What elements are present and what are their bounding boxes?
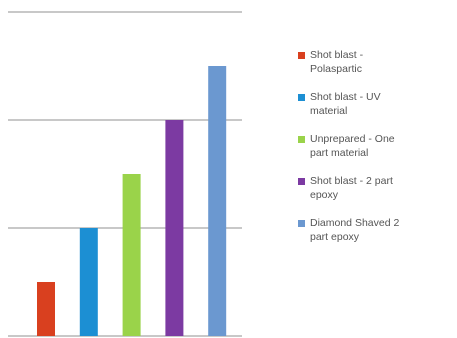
bar-chart [8,11,242,337]
bar-4 [165,120,184,336]
legend-swatch-diamond-shaved-2-part-epoxy [298,220,305,227]
bar-1 [37,282,55,336]
legend-swatch-shot-blast-2-part-epoxy [298,178,305,185]
legend-swatch-unprepared-one-part [298,136,305,143]
legend-label-shot-blast-uv-material: Shot blast - UV material [310,91,381,117]
bar-5 [208,66,227,336]
legend-swatch-shot-blast-uv-material [298,94,305,101]
legend-item-shot-blast-2-part-epoxy: Shot blast - 2 part epoxy [298,174,454,202]
legend-label-diamond-shaved-2-part-epoxy: Diamond Shaved 2 part epoxy [310,217,400,243]
legend: Shot blast - Polaspartic Shot blast - UV m… [298,48,454,258]
legend-swatch-shot-blast-polaspartic [298,52,305,59]
legend-label-unprepared-one-part: Unprepared - One part material [310,133,395,159]
legend-item-shot-blast-polaspartic: Shot blast - Polaspartic [298,48,454,76]
bar-2 [79,228,98,336]
legend-item-shot-blast-uv-material: Shot blast - UV material [298,90,454,118]
legend-item-diamond-shaved-2-part-epoxy: Diamond Shaved 2 part epoxy [298,216,454,244]
legend-item-unprepared-one-part: Unprepared - One part material [298,132,454,160]
legend-label-shot-blast-polaspartic: Shot blast - Polaspartic [310,49,364,75]
bar-3 [122,174,141,336]
legend-label-shot-blast-2-part-epoxy: Shot blast - 2 part epoxy [310,175,393,201]
